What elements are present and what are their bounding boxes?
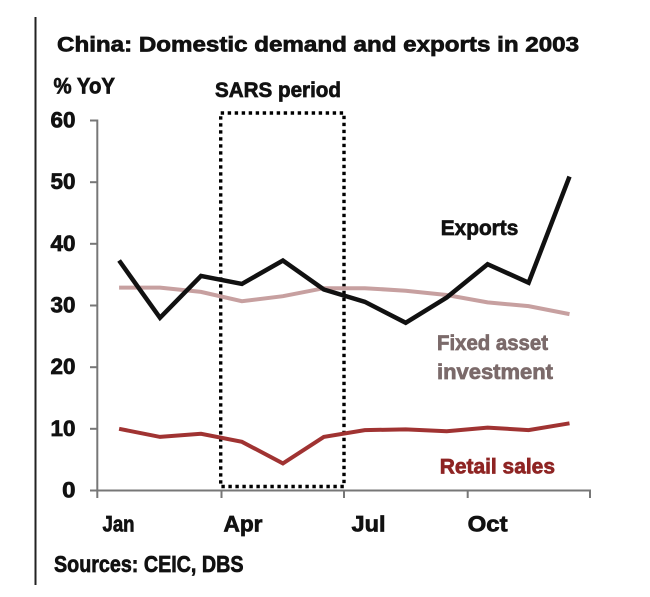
svg-text:Jul: Jul bbox=[352, 512, 386, 537]
svg-text:Fixed asset: Fixed asset bbox=[437, 332, 548, 355]
svg-text:Apr: Apr bbox=[224, 512, 263, 537]
svg-text:% YoY: % YoY bbox=[54, 74, 116, 99]
svg-text:Sources: CEIC, DBS: Sources: CEIC, DBS bbox=[54, 551, 244, 577]
svg-text:50: 50 bbox=[51, 169, 76, 194]
svg-text:40: 40 bbox=[51, 231, 76, 256]
svg-text:30: 30 bbox=[51, 293, 76, 318]
svg-text:Jan: Jan bbox=[103, 512, 135, 537]
svg-text:SARS period: SARS period bbox=[215, 78, 341, 102]
svg-text:10: 10 bbox=[51, 416, 76, 441]
svg-text:investment: investment bbox=[437, 361, 553, 384]
svg-text:China: Domestic demand and exp: China: Domestic demand and exports in 20… bbox=[57, 34, 579, 57]
svg-text:60: 60 bbox=[51, 108, 76, 133]
svg-text:0: 0 bbox=[62, 478, 75, 503]
svg-text:Retail sales: Retail sales bbox=[440, 456, 555, 479]
svg-text:Exports: Exports bbox=[441, 217, 519, 240]
svg-text:20: 20 bbox=[51, 354, 76, 379]
svg-text:Oct: Oct bbox=[468, 512, 509, 537]
